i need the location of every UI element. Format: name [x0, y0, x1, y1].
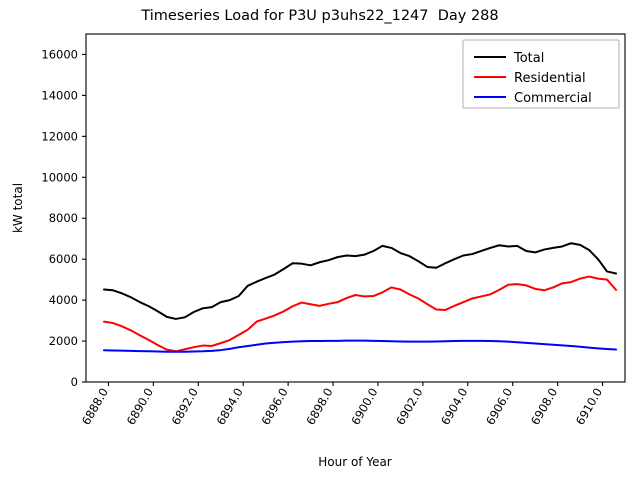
x-axis-ticks: 6888.0 6890.0 6892.0 6894.0 6896.0 6898.0 6900… [79, 382, 605, 427]
x-tick-label: 6896.0 [258, 386, 290, 428]
y-tick-label: 8000 [49, 211, 78, 225]
y-tick-label: 0 [71, 375, 78, 389]
chart-title: Timeseries Load for P3U p3uhs22_1247 Day… [141, 8, 499, 24]
y-tick-label: 4000 [49, 293, 78, 307]
series-line-total [102, 242, 618, 320]
x-tick-label: 6906.0 [483, 386, 515, 428]
x-tick-label: 6910.0 [573, 386, 605, 428]
y-axis-ticks: 0 2000 4000 6000 8000 10000 12000 14000 16000 [41, 47, 86, 389]
x-tick-label: 6904.0 [438, 386, 470, 428]
y-tick-label: 10000 [41, 170, 78, 184]
y-tick-label: 14000 [41, 88, 78, 102]
y-tick-label: 2000 [49, 334, 78, 348]
plot-frame [85, 33, 626, 383]
data-series [102, 242, 618, 353]
y-tick-label: 6000 [49, 252, 78, 266]
legend-label-residential[interactable]: Residential [514, 71, 586, 86]
x-tick-label: 6892.0 [169, 386, 201, 428]
legend-label-total[interactable]: Total [513, 51, 544, 66]
x-tick-label: 6908.0 [528, 386, 560, 428]
y-tick-label: 12000 [41, 129, 78, 143]
x-tick-label: 6888.0 [79, 386, 111, 428]
x-tick-label: 6902.0 [393, 386, 425, 428]
legend-label-commercial[interactable]: Commercial [514, 91, 592, 106]
x-tick-label: 6890.0 [124, 386, 156, 428]
series-line-commercial [102, 339, 618, 353]
y-axis-label: kW total [11, 183, 25, 233]
x-tick-label: 6898.0 [303, 386, 335, 428]
series-line-residential [102, 275, 618, 353]
x-tick-label: 6894.0 [214, 386, 246, 428]
y-tick-label: 16000 [41, 47, 78, 61]
chart-legend[interactable]: Total Residential Commercial [462, 39, 620, 109]
x-tick-label: 6900.0 [348, 386, 380, 428]
x-axis-label: Hour of Year [318, 455, 392, 469]
